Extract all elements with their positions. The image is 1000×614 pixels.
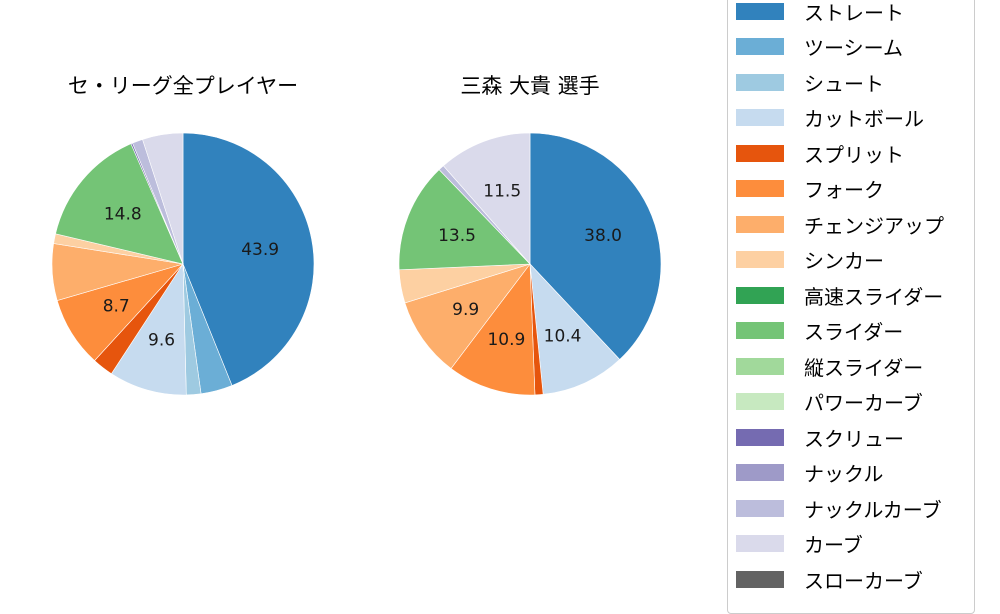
legend-item: スプリット bbox=[736, 143, 904, 167]
legend-label: シンカー bbox=[804, 249, 884, 273]
legend-label: スライダー bbox=[804, 320, 904, 344]
legend-label: ストレート bbox=[804, 0, 904, 25]
legend-swatch bbox=[736, 322, 784, 339]
legend-label: カーブ bbox=[804, 533, 863, 557]
legend-swatch bbox=[736, 464, 784, 481]
legend-label: ナックル bbox=[804, 462, 884, 486]
slice-value-label: 38.0 bbox=[584, 226, 622, 246]
legend-label: ナックルカーブ bbox=[804, 497, 942, 522]
player-pie: 38.0 10.4 10.9 9.9 13.5 11.5 bbox=[398, 132, 662, 396]
legend-item: スローカーブ bbox=[736, 569, 923, 593]
slice-value-label: 11.5 bbox=[483, 181, 521, 201]
legend-label: スプリット bbox=[804, 142, 904, 167]
pie-slice bbox=[182, 132, 315, 386]
legend-item: 高速スライダー bbox=[736, 285, 943, 309]
legend-label: スクリュー bbox=[804, 426, 904, 451]
slice-value-label: 43.9 bbox=[241, 240, 279, 260]
slice-value-label: 13.5 bbox=[438, 226, 476, 246]
legend-swatch bbox=[736, 251, 784, 268]
legend-item: シンカー bbox=[736, 249, 884, 273]
league-pie: 43.9 9.6 8.7 14.8 bbox=[51, 132, 315, 396]
right-chart-title: 三森 大貴 選手 bbox=[460, 74, 600, 98]
legend-swatch bbox=[736, 215, 784, 233]
pie-slice bbox=[529, 263, 621, 395]
slice-value-label: 10.9 bbox=[487, 330, 525, 350]
legend-label: 縦スライダー bbox=[804, 355, 924, 380]
slice-value-label: 9.9 bbox=[452, 300, 479, 320]
legend-item: スライダー bbox=[736, 320, 903, 344]
legend-swatch bbox=[736, 109, 784, 126]
pie-slice bbox=[450, 263, 536, 396]
legend-swatch bbox=[736, 570, 784, 588]
legend-item: チェンジアップ bbox=[736, 214, 944, 238]
pie-slice bbox=[442, 132, 531, 265]
legend-item: カーブ bbox=[736, 533, 863, 557]
legend-item: フォーク bbox=[736, 178, 884, 202]
legend-swatch bbox=[736, 180, 784, 197]
legend-swatch bbox=[736, 38, 784, 55]
legend-swatch bbox=[736, 393, 784, 410]
slice-value-label: 14.8 bbox=[104, 205, 142, 225]
legend-swatch bbox=[736, 357, 784, 375]
pie-slice bbox=[111, 263, 187, 396]
legend-label: シュート bbox=[804, 71, 884, 96]
legend-item: ナックル bbox=[736, 462, 883, 486]
legend-label: フォーク bbox=[804, 178, 884, 202]
legend-label: スローカーブ bbox=[804, 568, 923, 593]
legend-item: カットボール bbox=[736, 107, 924, 131]
legend-swatch bbox=[736, 2, 784, 20]
legend-swatch bbox=[736, 144, 784, 162]
legend-label: ツーシーム bbox=[804, 36, 903, 60]
pie-slice bbox=[55, 143, 184, 265]
legend-swatch bbox=[736, 286, 784, 304]
legend-item: パワーカーブ bbox=[736, 391, 923, 415]
legend-label: チェンジアップ bbox=[804, 213, 944, 238]
pie-slice bbox=[404, 263, 531, 369]
slice-value-label: 10.4 bbox=[544, 327, 582, 347]
legend-item: ツーシーム bbox=[736, 36, 903, 60]
legend-swatch bbox=[736, 499, 784, 517]
legend-label: 高速スライダー bbox=[804, 284, 944, 309]
slice-value-label: 8.7 bbox=[103, 296, 130, 316]
slice-value-label: 9.6 bbox=[148, 331, 175, 351]
legend-label: パワーカーブ bbox=[804, 391, 923, 415]
pie-slice bbox=[142, 132, 184, 265]
legend-item: ストレート bbox=[736, 1, 904, 25]
legend: ストレートツーシームシュートカットボール スプリットフォークチェンジアップ シンカー… bbox=[727, 0, 975, 614]
pie-charts: 43.9 9.6 8.7 14.8 38.0 10.4 10.9 9.9 13.5 11.5 bbox=[51, 132, 662, 396]
legend-swatch bbox=[736, 428, 784, 446]
legend-item: ナックルカーブ bbox=[736, 498, 942, 522]
left-chart-title: セ・リーグ全プレイヤー bbox=[67, 74, 299, 98]
legend-item: スクリュー bbox=[736, 427, 904, 451]
legend-item: シュート bbox=[736, 72, 884, 96]
legend-swatch bbox=[736, 73, 784, 91]
legend-swatch bbox=[736, 535, 784, 552]
legend-label: カットボール bbox=[804, 107, 924, 131]
pie-slice bbox=[529, 132, 662, 360]
pie-slice bbox=[398, 169, 531, 271]
legend-item: 縦スライダー bbox=[736, 356, 923, 380]
